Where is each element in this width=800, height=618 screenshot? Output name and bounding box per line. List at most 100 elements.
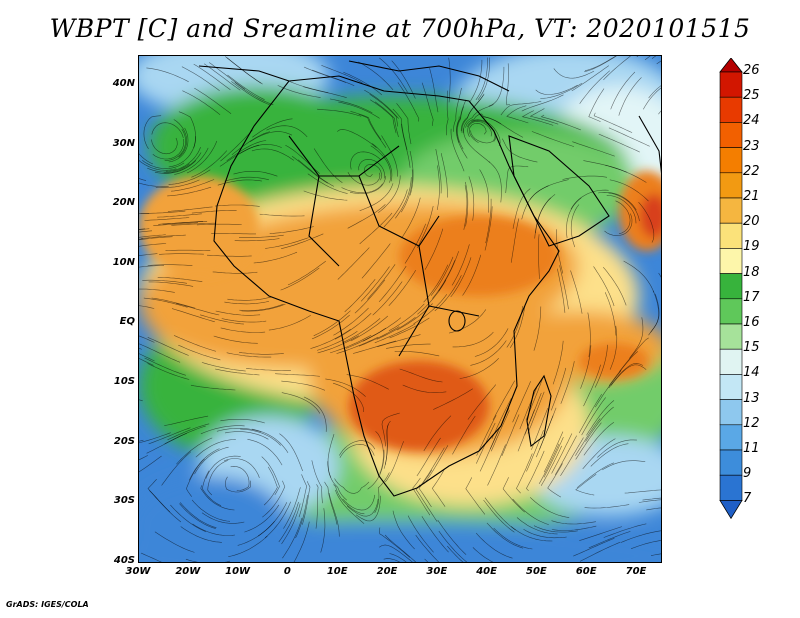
longitude-label: 50E (526, 566, 547, 577)
streamline (643, 87, 661, 110)
streamline (512, 381, 531, 423)
streamline (226, 57, 263, 85)
streamline (539, 407, 557, 450)
streamline (287, 260, 326, 286)
streamline (506, 105, 529, 124)
coastline (198, 60, 510, 92)
streamline (493, 527, 533, 550)
streamline (253, 251, 298, 264)
streamline (148, 427, 191, 445)
colorbar-label: 26 (743, 63, 760, 78)
streamline (476, 415, 497, 456)
streamline (431, 469, 446, 507)
streamline (239, 352, 284, 355)
streamline (447, 545, 464, 562)
streamline (281, 233, 324, 249)
streamline (281, 503, 301, 545)
colorbar-segment (719, 222, 743, 249)
streamline (551, 525, 597, 531)
streamline (226, 140, 267, 162)
longitude-label: 30W (125, 566, 151, 577)
streamline (193, 63, 231, 91)
streamline (526, 450, 545, 492)
streamline (344, 279, 376, 313)
streamline (224, 176, 269, 182)
streamline (239, 303, 284, 311)
streamline (327, 434, 335, 478)
streamline (259, 213, 305, 217)
streamline (279, 433, 303, 472)
latitude-label: 20S (113, 435, 135, 447)
streamline (231, 131, 270, 156)
streamline (385, 441, 404, 483)
streamline (552, 340, 564, 385)
streamline (523, 529, 567, 539)
streamline (543, 431, 564, 473)
streamline (297, 159, 335, 187)
longitude-label: 40E (476, 566, 497, 577)
streamline (430, 256, 454, 296)
streamline (324, 481, 338, 525)
streamline (139, 432, 171, 444)
streamline (597, 439, 637, 458)
streamline (240, 428, 281, 446)
streamline (638, 202, 655, 243)
longitude-label: 0 (283, 566, 291, 577)
streamline (359, 183, 394, 211)
streamline (434, 275, 462, 312)
streamline (221, 318, 267, 323)
streamline (401, 169, 413, 213)
streamline (157, 277, 203, 282)
streamline (171, 179, 215, 192)
streamline (610, 71, 636, 110)
streamline (358, 114, 387, 148)
streamline (312, 69, 355, 86)
longitude-label: 30E (426, 566, 448, 577)
streamline (330, 334, 372, 354)
streamline (333, 484, 365, 515)
streamline (194, 87, 232, 114)
streamline (249, 131, 293, 143)
streamline (471, 119, 501, 146)
streamline (608, 192, 640, 222)
streamline (315, 484, 319, 529)
streamline (437, 519, 467, 555)
streamline (423, 264, 449, 303)
streamline (397, 82, 420, 122)
streamline (575, 418, 601, 456)
streamline (463, 128, 490, 163)
streamline (176, 437, 213, 465)
colorbar-segment (719, 348, 743, 375)
colorbar-label: 20 (743, 214, 760, 230)
streamline (140, 552, 162, 562)
streamline (350, 111, 382, 140)
streamline (364, 89, 399, 119)
streamline (226, 352, 272, 358)
streamline (372, 143, 393, 182)
streamline (603, 56, 631, 81)
streamline (646, 507, 661, 511)
colorbar-label: 19 (743, 239, 760, 255)
latitude-label: 30S (113, 495, 135, 507)
wbpt-region (579, 343, 649, 379)
streamline (579, 526, 622, 541)
streamline (392, 108, 408, 150)
streamline (470, 340, 507, 366)
streamline (551, 433, 573, 474)
streamline (347, 204, 386, 229)
streamline (557, 268, 566, 313)
streamline (378, 175, 401, 213)
streamline (402, 384, 447, 393)
streamline (483, 499, 515, 533)
colorbar-label: 18 (743, 264, 760, 280)
streamline (572, 141, 615, 157)
streamline (360, 266, 390, 302)
streamline (321, 65, 363, 84)
streamline (201, 362, 246, 372)
streamline (139, 230, 153, 233)
streamline (413, 294, 448, 325)
colorbar-segment (719, 96, 743, 123)
streamline (350, 151, 381, 170)
colorbar-segment (719, 122, 743, 148)
streamline (339, 440, 376, 456)
